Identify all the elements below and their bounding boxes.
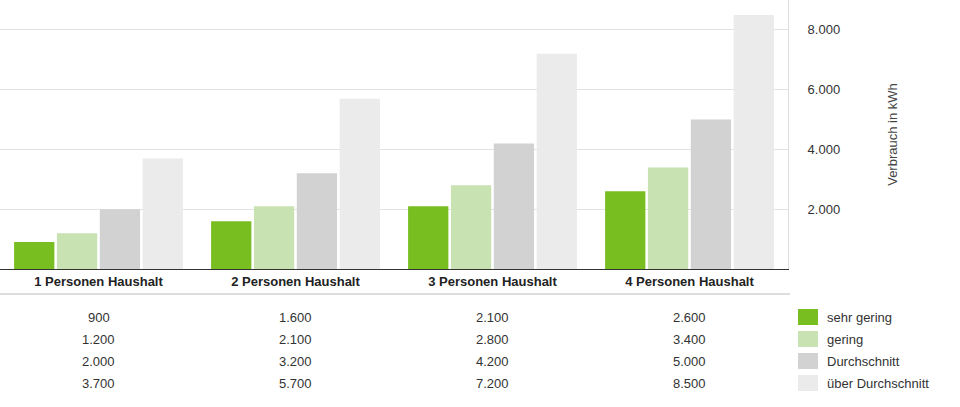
svg-text:3 Personen Haushalt: 3 Personen Haushalt: [428, 274, 557, 289]
svg-text:3.400: 3.400: [673, 332, 706, 347]
svg-text:3.700: 3.700: [82, 376, 115, 391]
svg-text:1.200: 1.200: [82, 332, 115, 347]
svg-text:8.000: 8.000: [808, 22, 841, 37]
svg-text:Verbrauch in kWh: Verbrauch in kWh: [885, 83, 900, 186]
svg-text:sehr gering: sehr gering: [827, 310, 892, 325]
svg-text:7.200: 7.200: [476, 376, 509, 391]
svg-text:4.200: 4.200: [476, 354, 509, 369]
svg-text:6.000: 6.000: [808, 82, 841, 97]
svg-text:5.000: 5.000: [673, 354, 706, 369]
svg-text:4.000: 4.000: [808, 142, 841, 157]
svg-text:2.100: 2.100: [476, 310, 509, 325]
svg-text:1.600: 1.600: [279, 310, 312, 325]
svg-text:2.000: 2.000: [82, 354, 115, 369]
svg-text:4 Personen Haushalt: 4 Personen Haushalt: [625, 274, 754, 289]
svg-text:2.600: 2.600: [673, 310, 706, 325]
svg-text:Durchschnitt: Durchschnitt: [827, 354, 900, 369]
svg-text:2.800: 2.800: [476, 332, 509, 347]
svg-text:3.200: 3.200: [279, 354, 312, 369]
svg-text:2 Personen Haushalt: 2 Personen Haushalt: [231, 274, 360, 289]
svg-text:900: 900: [88, 310, 110, 325]
svg-text:1 Personen Haushalt: 1 Personen Haushalt: [34, 274, 163, 289]
svg-text:2.000: 2.000: [808, 202, 841, 217]
svg-text:über Durchschnitt: über Durchschnitt: [827, 376, 929, 391]
svg-text:gering: gering: [827, 332, 863, 347]
svg-text:8.500: 8.500: [673, 376, 706, 391]
svg-text:2.100: 2.100: [279, 332, 312, 347]
svg-text:5.700: 5.700: [279, 376, 312, 391]
